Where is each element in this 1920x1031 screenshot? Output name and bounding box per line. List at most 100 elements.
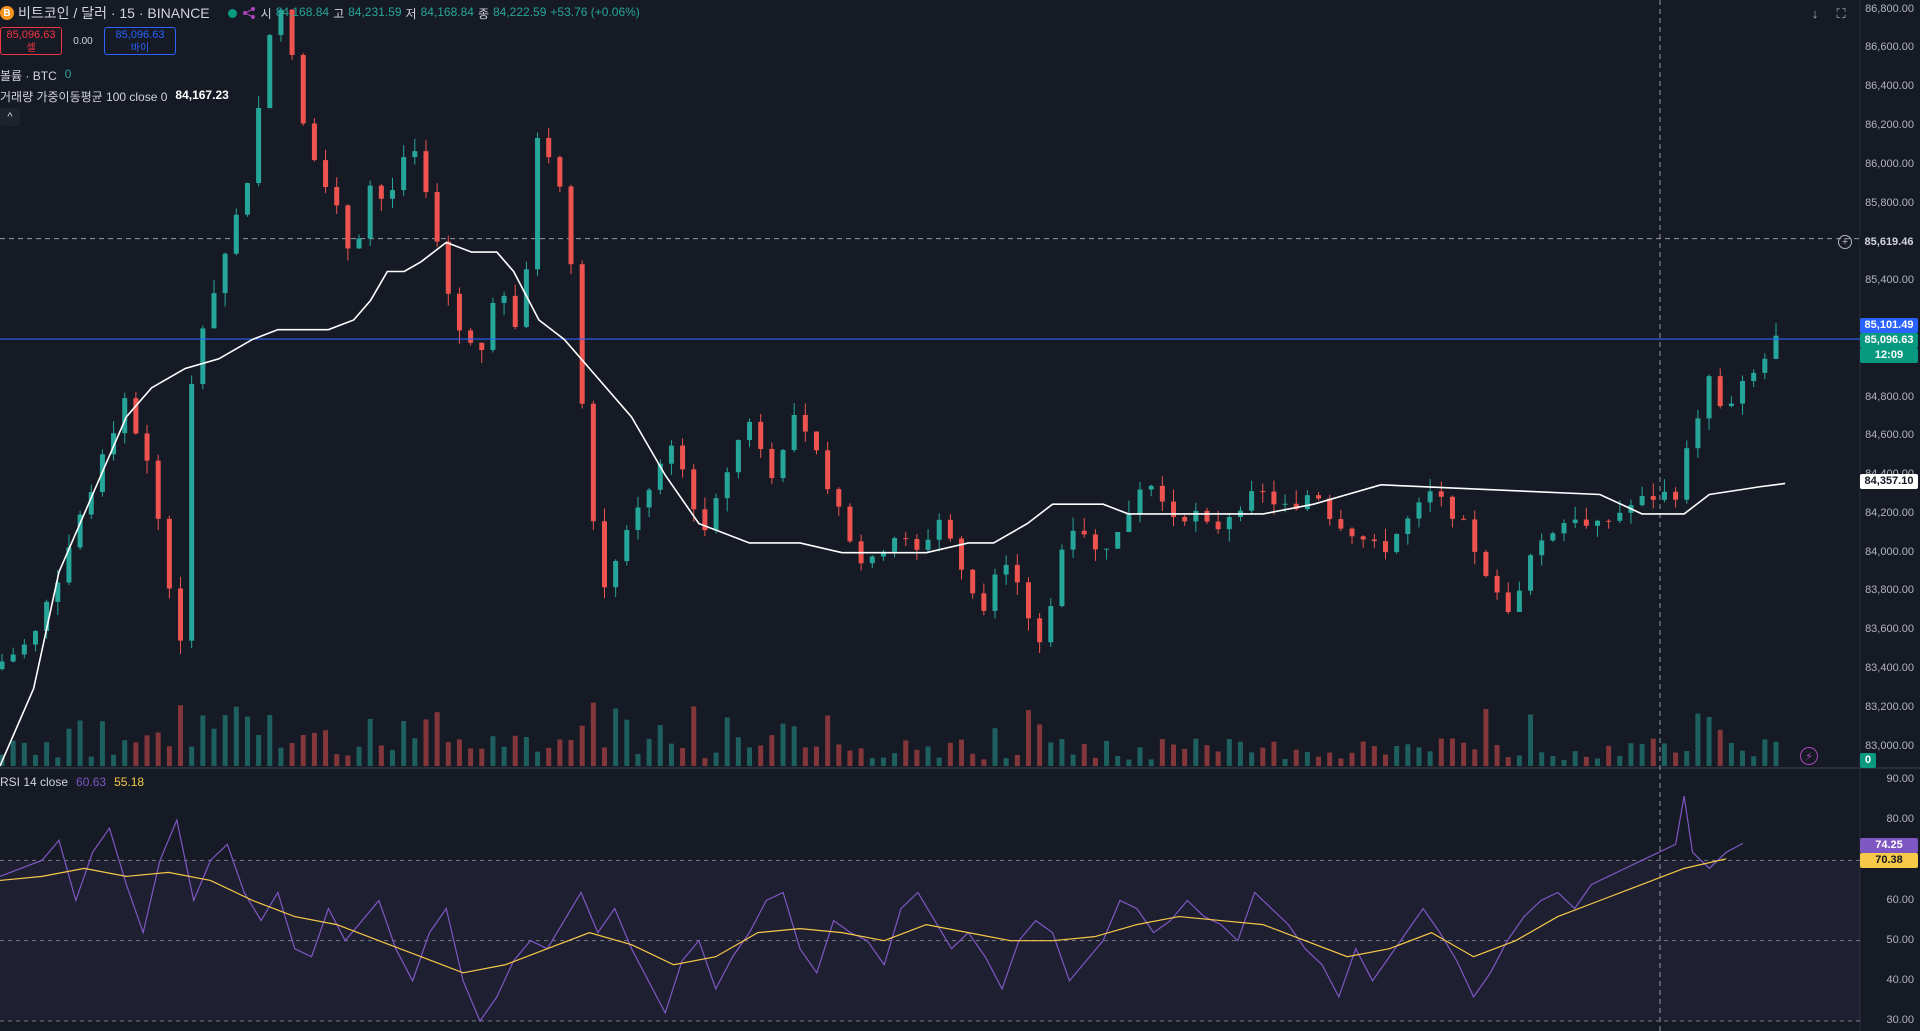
price-tick-label: 86,000.00	[1865, 157, 1914, 170]
candle-body	[1282, 503, 1288, 505]
candle-body	[367, 185, 373, 239]
high-label: 고	[333, 6, 345, 21]
volume-bar	[1059, 739, 1065, 766]
candle-body	[825, 450, 831, 490]
candle-body	[1740, 381, 1746, 404]
market-open-indicator-icon	[227, 8, 237, 18]
volume-bar	[267, 714, 273, 766]
volume-bar	[959, 739, 965, 766]
sell-button[interactable]: 85,096.63 셀	[0, 27, 62, 55]
candle-body	[1349, 528, 1355, 537]
candle-body	[613, 561, 619, 588]
fullscreen-icon[interactable]: ⛶	[1830, 3, 1852, 25]
volume-bar	[501, 746, 507, 766]
volume-bar	[1137, 747, 1143, 766]
volume-bar	[1371, 746, 1377, 766]
rsi-ma-line	[0, 858, 1727, 974]
candle-body	[1516, 590, 1522, 612]
buy-label: 바이	[130, 43, 150, 54]
rsi-legend[interactable]: RSI 14 close 60.63 55.18	[0, 775, 144, 789]
price-tick-label: 86,600.00	[1865, 41, 1914, 54]
vwma-legend[interactable]: 거래량 가중이동평균 100 close 0 84,167.23	[0, 88, 229, 105]
volume-bar	[468, 748, 474, 766]
candle-body	[970, 569, 976, 594]
volume-bar	[1751, 756, 1757, 766]
volume-bar	[523, 737, 529, 766]
volume-bar	[769, 735, 775, 766]
candle-body	[903, 538, 909, 540]
volume-bar	[613, 708, 619, 766]
candle-body	[1304, 495, 1310, 510]
download-icon[interactable]: ↓	[1804, 3, 1826, 25]
rsi-line	[0, 795, 1744, 1023]
volume-bar	[412, 738, 418, 766]
volume-bar	[144, 735, 150, 766]
price-line-tag: 85,101.49	[1860, 318, 1918, 333]
flash-icon[interactable]: ⚡	[1800, 747, 1818, 765]
candle-body	[490, 302, 496, 350]
candle-body	[122, 398, 128, 434]
volume-bar	[1773, 741, 1779, 766]
volume-bar	[1182, 748, 1188, 766]
volume-bar	[546, 747, 552, 766]
candle-body	[836, 489, 842, 507]
volume-bar	[1516, 755, 1522, 766]
volume-bar	[1617, 755, 1623, 766]
volume-legend[interactable]: 볼륨 · BTC 0	[0, 67, 71, 84]
candle-body	[1416, 502, 1422, 519]
candle-body	[1193, 510, 1199, 522]
volume-bar	[646, 738, 652, 766]
symbol-title[interactable]: 비트코인 / 달러 · 15 · BINANCE	[18, 5, 210, 21]
candle-body	[1505, 592, 1511, 612]
volume-bar	[869, 758, 875, 766]
collapse-legend-button[interactable]: ^	[0, 108, 20, 126]
candle-body	[1148, 485, 1154, 490]
candle-body	[1706, 376, 1712, 419]
crosshair-price-tag: 85,619.46	[1860, 235, 1918, 250]
buy-button[interactable]: 85,096.63 바이	[104, 27, 176, 55]
volume-bar	[21, 742, 27, 766]
volume-bar	[1092, 757, 1098, 766]
volume-bar	[1316, 756, 1322, 766]
candle-body	[1059, 549, 1065, 607]
volume-bar	[356, 746, 362, 766]
ohlc-values: 시 84,168.84 고 84,231.59 저 84,168.84 종 84,222…	[261, 5, 640, 22]
candle-body	[769, 448, 775, 479]
candle-body	[166, 518, 172, 589]
price-tick-label: 84,200.00	[1865, 506, 1914, 519]
candle-body	[1271, 491, 1277, 505]
price-tick-label: 83,200.00	[1865, 700, 1914, 713]
candle-body	[724, 472, 730, 499]
candle-body	[1617, 512, 1623, 521]
volume-bar	[1360, 741, 1366, 766]
candle-body	[1070, 530, 1076, 550]
volume-bar	[1673, 752, 1679, 766]
volume-bar	[1583, 756, 1589, 766]
candle-body	[1594, 520, 1600, 526]
volume-bar	[111, 754, 117, 766]
low-label: 저	[405, 6, 417, 21]
volume-bar	[423, 719, 429, 766]
candle-body	[557, 157, 563, 187]
volume-bar	[99, 721, 105, 766]
add-alert-plus-icon[interactable]: +	[1838, 235, 1852, 249]
vwma-price-tag: 84,357.10	[1860, 474, 1918, 489]
volume-bar	[1427, 751, 1433, 766]
volume-bar	[1628, 743, 1634, 766]
volume-bar	[624, 719, 630, 766]
volume-bar	[1282, 759, 1288, 766]
volume-bar	[479, 748, 485, 766]
volume-bar	[244, 716, 250, 766]
candle-body	[590, 403, 596, 522]
candle-body	[345, 205, 351, 249]
volume-bar	[311, 732, 317, 766]
volume-bar	[1148, 759, 1154, 766]
price-tick-label: 86,400.00	[1865, 80, 1914, 93]
share-icon[interactable]	[241, 5, 257, 21]
candle-body	[323, 160, 329, 188]
volume-bar	[88, 756, 94, 766]
volume-bar	[601, 747, 607, 766]
rsi-tick-label: 80.00	[1886, 813, 1914, 826]
